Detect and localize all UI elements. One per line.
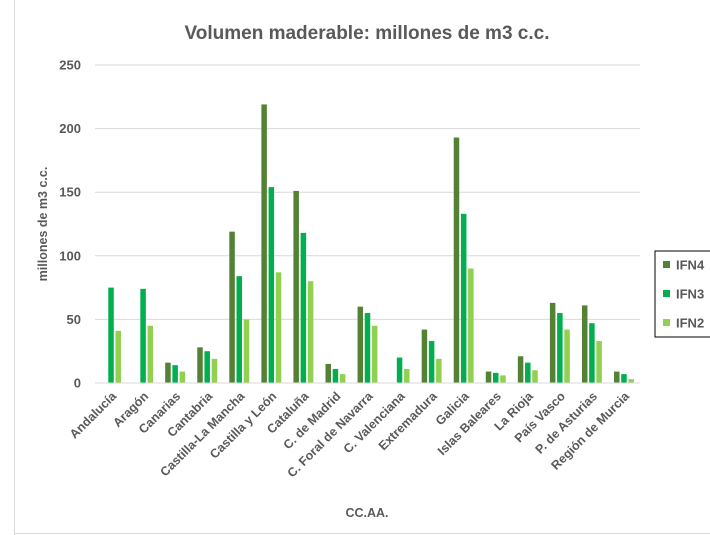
bar-ifn4 [549,302,556,383]
bar-ifn2 [436,358,442,383]
bar-ifn3 [140,288,146,383]
legend-label-ifn2: IFN2 [676,316,704,331]
legend-swatch-ifn2 [663,319,670,326]
y-tick-labels: 0 50 100 150 200 250 [59,58,81,391]
bar-ifn4 [261,104,267,383]
gridlines [95,64,640,320]
bar-ifn3 [460,213,467,383]
bar-ifn2 [500,375,506,383]
y-tick-label: 0 [74,376,81,391]
legend-label-ifn4: IFN4 [676,258,705,273]
bar-ifn2 [532,370,538,383]
bar-ifn3 [172,365,178,383]
bar-ifn2 [404,369,410,383]
bar-ifn2 [115,330,121,383]
y-tick-label: 200 [59,121,81,136]
chart-title: Volumen maderable: millones de m3 c.c. [185,23,550,44]
y-axis-label: millones de m3 c.c. [36,167,50,282]
frame-bottom-border [14,533,710,534]
bar-ifn4 [165,362,171,383]
bar-ifn3 [557,313,563,383]
bar-ifn2 [468,268,474,383]
bar-ifn4 [229,231,235,383]
bar-ifn2 [275,272,282,383]
bar-ifn4 [293,190,299,383]
bar-ifn2 [179,371,186,383]
bar-ifn4 [485,371,492,383]
bar-ifn3 [428,341,435,383]
bar-ifn3 [364,313,371,383]
bar-ifn3 [236,276,243,383]
bar-ifn3 [268,187,275,383]
bar-ifn2 [339,374,346,383]
bar-ifn3 [300,232,307,383]
bar-ifn2 [307,281,314,383]
legend-swatch-ifn4 [663,261,670,268]
bar-ifn3 [492,372,499,383]
y-tick-label: 100 [59,248,81,263]
y-tick-label: 50 [67,312,81,327]
bar-ifn2 [371,325,378,383]
bar-ifn4 [325,363,331,383]
bar-ifn4 [614,371,620,383]
bar-ifn4 [421,329,428,383]
bar-ifn3 [589,323,595,383]
bar-ifn4 [453,137,460,383]
bar-ifn4 [357,306,364,383]
bar-ifn2 [211,358,218,383]
x-category-label: Andalucía [67,388,120,441]
bar-ifn4 [581,305,588,383]
bar-ifn2 [628,379,634,383]
bar-ifn4 [517,356,524,383]
bar-ifn3 [332,369,339,383]
x-axis-label: CC.AA. [345,506,388,520]
y-tick-label: 250 [59,58,81,73]
bar-ifn2 [243,319,250,383]
bar-ifn2 [564,329,570,383]
bar-ifn3 [525,362,531,383]
legend-label-ifn3: IFN3 [676,287,704,302]
y-tick-label: 150 [59,185,81,200]
bar-ifn3 [108,287,114,383]
legend-swatch-ifn3 [663,290,670,297]
bar-ifn3 [621,374,627,383]
bars [108,104,634,383]
frame-left-border [14,0,15,535]
x-category-labels: AndalucíaAragónCanariasCantabriaCastilla… [67,388,633,480]
legend: IFN4 IFN3 IFN2 [654,250,710,338]
bar-ifn2 [596,341,602,383]
bar-ifn3 [396,357,403,383]
bar-ifn3 [204,351,210,383]
bar-ifn4 [197,347,203,383]
bar-ifn2 [147,325,154,383]
